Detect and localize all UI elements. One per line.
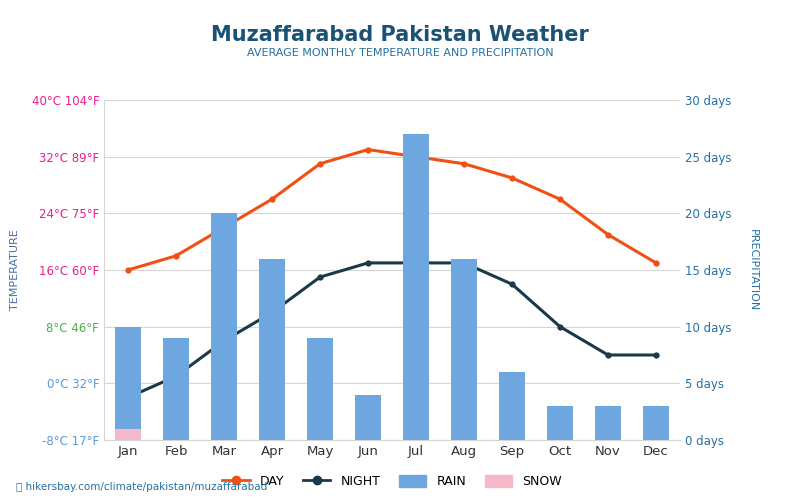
- Bar: [451, 258, 477, 440]
- Bar: [547, 406, 573, 440]
- Bar: [354, 394, 381, 440]
- Bar: [163, 338, 190, 440]
- Bar: [259, 258, 286, 440]
- Legend: DAY, NIGHT, RAIN, SNOW: DAY, NIGHT, RAIN, SNOW: [217, 470, 567, 493]
- Bar: [594, 406, 622, 440]
- Bar: [643, 406, 669, 440]
- Y-axis label: TEMPERATURE: TEMPERATURE: [10, 230, 21, 310]
- Bar: [499, 372, 526, 440]
- Bar: [115, 428, 141, 440]
- Bar: [402, 134, 429, 440]
- Bar: [211, 214, 238, 440]
- Text: Muzaffarabad Pakistan Weather: Muzaffarabad Pakistan Weather: [211, 25, 589, 45]
- Bar: [115, 326, 141, 440]
- Bar: [307, 338, 334, 440]
- Text: 🔍 hikersbay.com/climate/pakistan/muzaffarabad: 🔍 hikersbay.com/climate/pakistan/muzaffa…: [16, 482, 267, 492]
- Y-axis label: PRECIPITATION: PRECIPITATION: [748, 229, 758, 311]
- Text: AVERAGE MONTHLY TEMPERATURE AND PRECIPITATION: AVERAGE MONTHLY TEMPERATURE AND PRECIPIT…: [246, 48, 554, 58]
